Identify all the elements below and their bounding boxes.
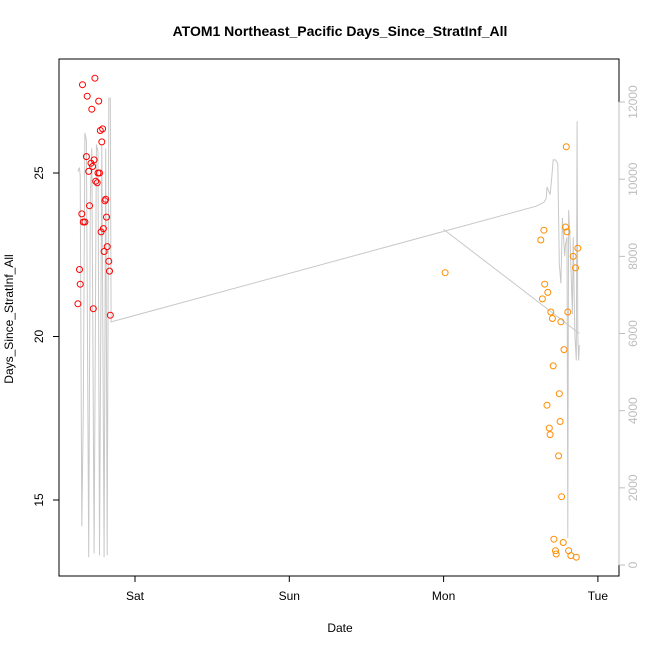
data-point — [81, 218, 89, 226]
data-point — [78, 210, 86, 218]
data-point — [96, 169, 103, 177]
data-point — [89, 305, 97, 313]
data-point — [564, 308, 572, 316]
data-point — [543, 401, 551, 409]
y-right-tick-label: 12000 — [626, 85, 640, 119]
data-point — [93, 179, 101, 187]
scatter-points-layer — [74, 74, 582, 561]
data-point — [92, 177, 100, 185]
data-point — [90, 156, 98, 164]
data-point — [558, 493, 566, 501]
x-axis: Sat Sun Mon Tue — [126, 575, 609, 603]
y-right-tick-label: 0 — [626, 561, 640, 568]
y-left-tick-label: 20 — [32, 330, 46, 344]
data-point — [99, 225, 107, 233]
data-point — [545, 424, 553, 432]
data-point — [572, 264, 579, 272]
data-point — [572, 553, 580, 561]
data-point — [574, 244, 582, 252]
data-point — [82, 153, 90, 161]
data-point — [441, 269, 449, 277]
data-point — [91, 74, 99, 82]
data-point — [562, 223, 569, 231]
data-point — [548, 315, 556, 322]
x-tick-label: Sat — [126, 589, 145, 603]
data-point — [103, 243, 111, 251]
data-point — [83, 92, 91, 100]
data-point — [557, 318, 565, 326]
data-point — [88, 105, 96, 113]
data-point — [552, 550, 560, 558]
data-point — [544, 288, 552, 296]
x-tick-label: Sun — [279, 589, 300, 603]
y-right-tick-label: 10000 — [626, 162, 640, 196]
data-point — [563, 228, 571, 236]
data-point — [556, 418, 564, 425]
data-point — [537, 236, 545, 244]
data-point — [89, 163, 97, 170]
data-point — [546, 431, 554, 439]
line-series-main — [77, 97, 580, 558]
data-point — [549, 362, 557, 370]
data-point — [86, 202, 93, 210]
data-point — [560, 346, 568, 354]
data-point — [569, 252, 577, 260]
data-point — [99, 125, 107, 133]
data-point — [547, 308, 555, 316]
line-series-layer — [77, 97, 580, 558]
y-right-tick-label: 8000 — [626, 243, 640, 270]
x-axis-label: Date — [327, 621, 353, 635]
data-point — [550, 535, 558, 543]
data-point — [76, 266, 83, 273]
x-tick-label: Mon — [432, 589, 455, 603]
data-point — [106, 311, 114, 319]
y-axis-left: 15 20 25 — [32, 166, 60, 507]
data-point — [106, 267, 113, 275]
data-point — [555, 390, 563, 398]
data-point — [552, 547, 559, 555]
data-point — [540, 226, 548, 234]
y-axis-label: Days_Since_StratInf_All — [2, 254, 16, 383]
data-point — [79, 81, 86, 89]
y-left-tick-label: 15 — [32, 493, 46, 507]
data-point — [559, 539, 567, 546]
data-point — [105, 257, 113, 265]
line-series-secondary — [443, 229, 580, 334]
y-right-tick-label: 2000 — [626, 474, 640, 501]
data-point — [95, 97, 103, 105]
data-point — [541, 280, 549, 288]
y-left-tick-label: 25 — [32, 166, 46, 180]
y-axis-right: 0 2000 4000 6000 8000 10000 12000 — [618, 85, 640, 568]
data-point — [555, 452, 563, 460]
data-point — [74, 300, 82, 308]
data-point — [103, 213, 110, 221]
y-right-tick-label: 6000 — [626, 320, 640, 347]
data-point — [538, 295, 546, 303]
y-right-tick-label: 4000 — [626, 397, 640, 424]
data-point — [100, 248, 108, 255]
data-point — [98, 138, 106, 146]
chart-title: ATOM1 Northeast_Pacific Days_Since_Strat… — [173, 23, 508, 39]
data-point — [85, 167, 93, 175]
data-point — [102, 195, 110, 203]
data-point — [562, 143, 570, 151]
data-point — [76, 280, 84, 288]
x-tick-label: Tue — [588, 589, 609, 603]
